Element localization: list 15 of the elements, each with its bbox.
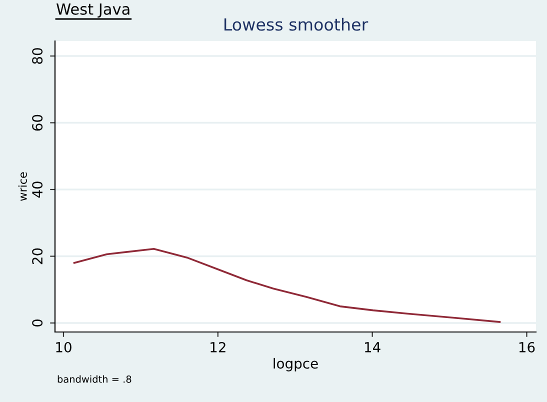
line-series xyxy=(73,248,501,323)
chart-title: Lowess smoother xyxy=(224,18,368,31)
x-tick-label: 16 xyxy=(519,342,535,352)
y-tick-label: 60 xyxy=(32,114,43,131)
y-tick-label: 80 xyxy=(32,48,43,64)
text: bandwidth = .8 xyxy=(58,375,132,383)
text: West Java xyxy=(56,3,130,18)
y-tick-label: 20 xyxy=(32,248,43,264)
y-axis-title: wrice xyxy=(18,172,27,201)
y-tick-label: 40 xyxy=(32,182,43,198)
y-tick-label: 0 xyxy=(32,319,43,326)
x-axis-title: logpce xyxy=(274,358,318,372)
x-tick-label: 12 xyxy=(210,342,226,352)
x-tick-label: 10 xyxy=(56,342,72,352)
x-tick-label: 14 xyxy=(365,342,380,352)
